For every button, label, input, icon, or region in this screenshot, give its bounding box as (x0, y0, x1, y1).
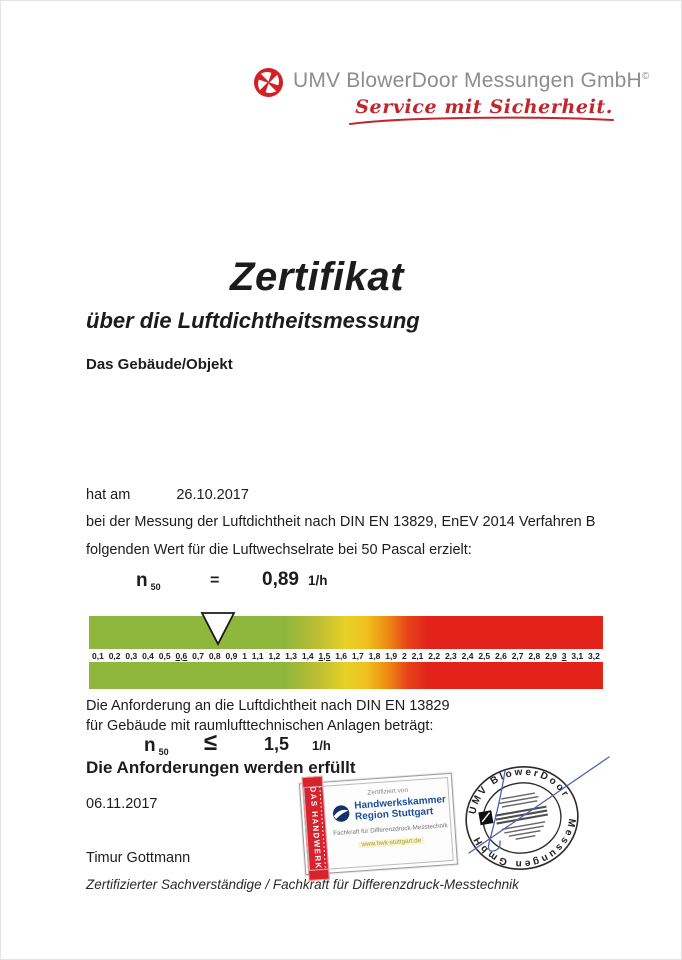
company-name: UMV BlowerDoor Messungen GmbH© (293, 69, 650, 92)
hwk-card-inner: Zertifiziert von Handwerkskammer Region … (303, 777, 454, 871)
measurement-norm-line: bei der Messung der Luftdichtheit nach D… (86, 514, 596, 530)
issue-date: 06.11.2017 (86, 796, 158, 812)
scale-tick: 0,3 (125, 650, 138, 661)
scale-tick: 2,1 (411, 650, 424, 661)
certificate-title: Zertifikat (230, 255, 404, 299)
scale-tick: 1,1 (251, 650, 264, 661)
hwk-certification-stamp: DAS HANDWERK Zertifiziert von Handwerksk… (298, 772, 459, 882)
measured-value-row: n 50 = 0,89 1/h (86, 569, 406, 597)
hwk-logo-icon (332, 804, 349, 822)
object-label: Das Gebäude/Objekt (86, 356, 233, 373)
scale-tick: 1,6 (335, 650, 348, 661)
scale-tick: 0,9 (225, 650, 238, 661)
round-company-stamp: UMV BlowerDoor Messungen GmbH (462, 763, 582, 873)
measured-value: 0,89 (262, 569, 299, 590)
scale-tick: 1,3 (285, 650, 297, 661)
n50-symbol: n 50 (144, 735, 169, 757)
scale-tick: 1,7 (351, 650, 364, 661)
scale-tick: 2,4 (461, 650, 474, 661)
hwk-qualification: Fachkraft für Differenzdruck-Messtechnik (332, 822, 448, 838)
requirement-value-row: n 50 ≤ 1,5 1/h (86, 729, 416, 760)
scale-tick: 2,3 (444, 650, 457, 661)
scale-tick: 2,7 (511, 650, 524, 661)
scale-tick: 2,2 (428, 650, 441, 661)
hwk-org-name: Handwerkskammer Region Stuttgart (353, 794, 447, 823)
tagline-underline-swoosh (349, 116, 614, 125)
scale-tick: 1,4 (301, 650, 314, 661)
measurement-date-prefix: hat am (86, 487, 131, 503)
signer-name: Timur Gottmann (86, 850, 191, 866)
ring-text-top: UMV BlowerDoor (462, 763, 572, 817)
scale-tick: 0,1 (92, 650, 104, 661)
measurement-intro-line: folgenden Wert für die Luftwechselrate b… (86, 542, 472, 558)
scale-marker-triangle-icon (200, 612, 236, 646)
certificate-subtitle: über die Luftdichtheitsmessung (86, 308, 420, 333)
scale-tick: 1,9 (385, 650, 398, 661)
scale-tick: 1 (242, 650, 247, 661)
n50-symbol: n 50 (136, 570, 161, 592)
company-logo-pinwheel-icon (253, 67, 284, 98)
scale-tick: 2,8 (528, 650, 541, 661)
equals-sign: = (210, 572, 220, 589)
measured-unit: 1/h (308, 573, 328, 588)
scale-tick: 2,9 (545, 650, 557, 661)
scale-tick: 1,8 (368, 650, 381, 661)
scale-tick: 2 (401, 650, 407, 661)
copyright-mark: © (641, 71, 650, 82)
requirement-unit: 1/h (312, 738, 331, 753)
scale-tick: 0,7 (192, 650, 204, 661)
hwk-website: www.hwk-stuttgart.de (331, 835, 451, 850)
scale-gradient-top-band (89, 616, 603, 649)
scale-tick: 0,5 (158, 650, 171, 661)
scale-tick: 2,6 (495, 650, 507, 661)
scale-tick: 1,5 (318, 650, 331, 661)
requirement-line1: Die Anforderung an die Luftdichtheit nac… (86, 698, 450, 714)
airtightness-scale: 0,1 0,2 0,3 0,4 0,5 0,6 0,7 0,8 0,9 1 1,1 1,2 1,3 1,4… (89, 612, 603, 689)
result-statement: Die Anforderungen werden erfüllt (86, 758, 356, 777)
scale-tick: 3 (561, 650, 567, 661)
scale-tick: 0,2 (108, 650, 121, 661)
scale-ticks: 0,1 0,2 0,3 0,4 0,5 0,6 0,7 0,8 0,9 1 1,1 1,2 1,3 1,4… (89, 649, 603, 662)
scale-gradient-bottom-band (89, 662, 603, 689)
signer-title: Zertifizierter Sachverständige / Fachkra… (86, 877, 519, 892)
less-equal-sign: ≤ (204, 729, 218, 756)
scale-tick: 0,8 (208, 650, 221, 661)
scale-tick: 2,5 (478, 650, 491, 661)
scale-tick: 0,4 (142, 650, 154, 661)
measurement-date-line: hat am 26.10.2017 (86, 487, 249, 503)
scale-tick: 1,2 (268, 650, 281, 661)
scale-tick: 3,1 (571, 650, 584, 661)
measurement-date: 26.10.2017 (176, 487, 249, 503)
company-tagline: Service mit Sicherheit. (355, 96, 613, 118)
requirement-line2: für Gebäude mit raumlufttechnischen Anla… (86, 718, 434, 734)
requirement-value: 1,5 (264, 734, 290, 754)
scale-tick: 3,2 (588, 650, 600, 661)
scale-tick: 0,6 (175, 650, 188, 661)
